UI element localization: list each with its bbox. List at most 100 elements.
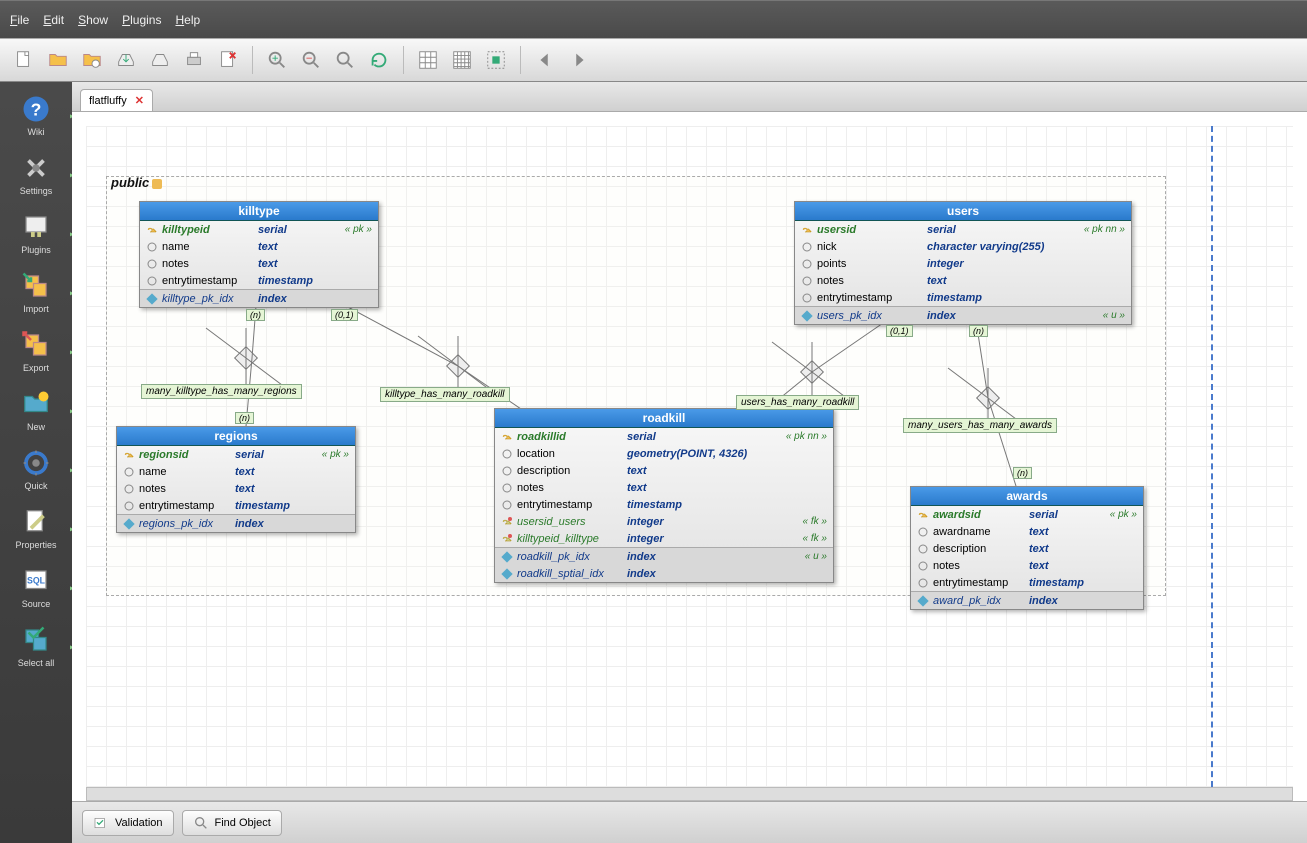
scrollbar-horizontal[interactable]: [86, 787, 1293, 801]
validation-button[interactable]: Validation: [82, 810, 174, 836]
column-name: nametext: [140, 238, 378, 255]
toolbar-separator: [403, 46, 404, 74]
column-entrytimestamp: entrytimestamptimestamp: [911, 574, 1143, 591]
relation-label[interactable]: many_users_has_many_awards: [903, 418, 1057, 433]
table-title: awards: [911, 487, 1143, 506]
column-awardname: awardnametext: [911, 523, 1143, 540]
wiki-icon: ?: [21, 94, 51, 124]
sidebar-label: Source: [22, 599, 51, 609]
search-icon: [193, 815, 209, 831]
sidebar-export[interactable]: Export▸: [6, 326, 66, 377]
toolbar-separator: [252, 46, 253, 74]
sidebar-label: Quick: [24, 481, 47, 491]
zoom-reset-icon[interactable]: [331, 46, 359, 74]
column-location: locationgeometry(POINT, 4326): [495, 445, 833, 462]
settings-icon: [21, 153, 51, 183]
tab-label: flatfluffy: [89, 95, 127, 107]
index-killtype_pk_idx: killtype_pk_idxindex: [140, 290, 378, 307]
prev-icon[interactable]: [531, 46, 559, 74]
delete-icon[interactable]: [214, 46, 242, 74]
index-roadkill_sptial_idx: roadkill_sptial_idxindex: [495, 565, 833, 582]
canvas[interactable]: public killtypekilltypeidserial« pk »nam…: [86, 126, 1293, 787]
print-icon[interactable]: [180, 46, 208, 74]
selectall-icon: [21, 625, 51, 655]
index-users_pk_idx: users_pk_idxindex« u »: [795, 307, 1131, 324]
close-icon[interactable]: ✕: [135, 94, 144, 107]
index-roadkill_pk_idx: roadkill_pk_idxindex« u »: [495, 548, 833, 565]
table-users[interactable]: usersusersidserial« pk nn »nickcharacter…: [794, 201, 1132, 325]
svg-text:SQL: SQL: [27, 576, 46, 586]
find-object-label: Find Object: [215, 817, 271, 829]
cardinality: (n): [246, 309, 265, 321]
zoom-out-icon[interactable]: [297, 46, 325, 74]
sidebar-import[interactable]: Import▸: [6, 267, 66, 318]
zoom-in-icon[interactable]: [263, 46, 291, 74]
relation-label[interactable]: killtype_has_many_roadkill: [380, 387, 510, 402]
cardinality: (n): [969, 325, 988, 337]
next-icon[interactable]: [565, 46, 593, 74]
schema-title: public: [111, 175, 162, 190]
cardinality: (0,1): [886, 325, 913, 337]
table-title: killtype: [140, 202, 378, 221]
cardinality: (n): [235, 412, 254, 424]
refresh-icon[interactable]: [365, 46, 393, 74]
folder-recent-icon[interactable]: [78, 46, 106, 74]
column-killtypeid_killtype: killtypeid_killtypeinteger« fk »: [495, 530, 833, 547]
column-entrytimestamp: entrytimestamptimestamp: [795, 289, 1131, 306]
column-usersid_users: usersid_usersinteger« fk »: [495, 513, 833, 530]
sidebar-quick[interactable]: Quick▸: [6, 444, 66, 495]
relation-label[interactable]: many_killtype_has_many_regions: [141, 384, 302, 399]
sidebar-label: New: [27, 422, 45, 432]
menubar: File Edit Show Plugins Help: [0, 0, 1307, 38]
outbox-icon[interactable]: [146, 46, 174, 74]
inbox-icon[interactable]: [112, 46, 140, 74]
sidebar-wiki[interactable]: ?Wiki▸: [6, 90, 66, 141]
find-object-button[interactable]: Find Object: [182, 810, 282, 836]
toolbar-separator: [520, 46, 521, 74]
canvas-wrap: public killtypekilltypeidserial« pk »nam…: [72, 112, 1307, 801]
column-name: nametext: [117, 463, 355, 480]
sidebar-selectall[interactable]: Select all▸: [6, 621, 66, 672]
column-notes: notestext: [911, 557, 1143, 574]
column-entrytimestamp: entrytimestamptimestamp: [140, 272, 378, 289]
sidebar-plugins[interactable]: Plugins▸: [6, 208, 66, 259]
bottom-bar: Validation Find Object: [72, 801, 1307, 843]
table-title: roadkill: [495, 409, 833, 428]
column-description: descriptiontext: [495, 462, 833, 479]
table-killtype[interactable]: killtypekilltypeidserial« pk »nametextno…: [139, 201, 379, 308]
sidebar-label: Wiki: [28, 127, 45, 137]
cardinality: (n): [1013, 467, 1032, 479]
toolbar: [0, 38, 1307, 82]
column-nick: nickcharacter varying(255): [795, 238, 1131, 255]
menu-edit[interactable]: Edit: [43, 13, 64, 27]
svg-text:?: ?: [31, 99, 42, 119]
sidebar-properties[interactable]: Properties▸: [6, 503, 66, 554]
menu-help[interactable]: Help: [175, 13, 200, 27]
table-awards[interactable]: awardsawardsidserial« pk »awardnametextd…: [910, 486, 1144, 610]
new-file-icon[interactable]: [10, 46, 38, 74]
index-award_pk_idx: award_pk_idxindex: [911, 592, 1143, 609]
table-roadkill[interactable]: roadkillroadkillidserial« pk nn »locatio…: [494, 408, 834, 583]
column-notes: notestext: [795, 272, 1131, 289]
grid-large-icon[interactable]: [414, 46, 442, 74]
sidebar-settings[interactable]: Settings▸: [6, 149, 66, 200]
column-notes: notestext: [495, 479, 833, 496]
plugins-icon: [21, 212, 51, 242]
column-description: descriptiontext: [911, 540, 1143, 557]
quick-icon: [21, 448, 51, 478]
menu-show[interactable]: Show: [78, 13, 108, 27]
menu-plugins[interactable]: Plugins: [122, 13, 161, 27]
column-roadkillid: roadkillidserial« pk nn »: [495, 428, 833, 445]
relation-label[interactable]: users_has_many_roadkill: [736, 395, 859, 410]
sidebar-new[interactable]: New▸: [6, 385, 66, 436]
new-icon: [21, 389, 51, 419]
tab-flatfluffy[interactable]: flatfluffy ✕: [80, 89, 153, 111]
sidebar-label: Import: [23, 304, 49, 314]
grid-small-icon[interactable]: [448, 46, 476, 74]
menu-file[interactable]: File: [10, 13, 29, 27]
open-folder-icon[interactable]: [44, 46, 72, 74]
column-points: pointsinteger: [795, 255, 1131, 272]
table-regions[interactable]: regionsregionsidserial« pk »nametextnote…: [116, 426, 356, 533]
fit-icon[interactable]: [482, 46, 510, 74]
sidebar-source[interactable]: SQLSource▸: [6, 562, 66, 613]
